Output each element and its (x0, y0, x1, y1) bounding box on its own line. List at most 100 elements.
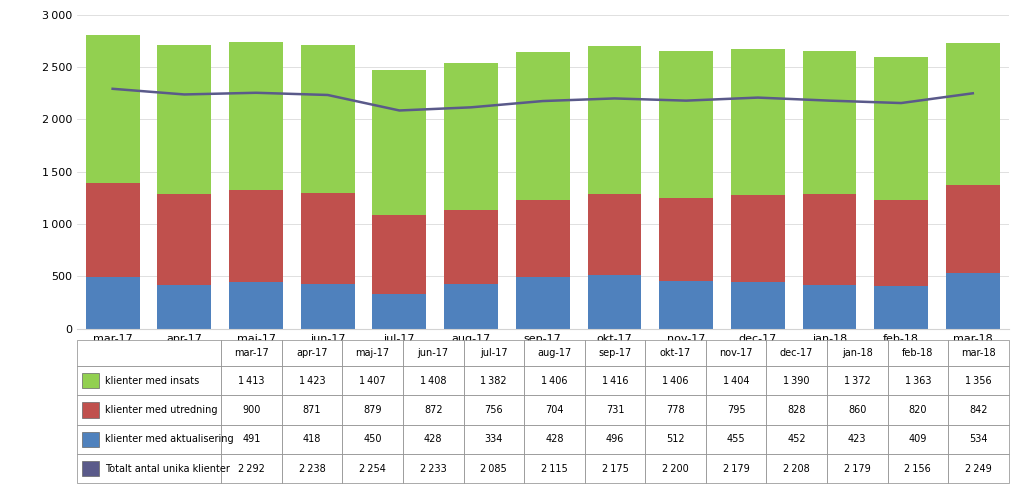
Text: 731: 731 (605, 405, 625, 415)
Bar (229, 42, 283, 190)
Text: 795: 795 (727, 405, 745, 415)
Bar (645, 340, 706, 366)
Bar (282, 395, 342, 425)
Bar (464, 366, 524, 395)
Bar (948, 454, 1009, 483)
Text: 820: 820 (908, 405, 927, 415)
Bar (645, 425, 706, 454)
Text: aug-17: aug-17 (538, 348, 571, 358)
Bar (282, 366, 342, 395)
Bar (373, 70, 426, 215)
Bar (464, 425, 524, 454)
Text: 704: 704 (545, 405, 563, 415)
Bar (342, 454, 403, 483)
Bar (585, 366, 645, 395)
Bar (659, 281, 713, 329)
Text: 2 254: 2 254 (359, 464, 386, 473)
Bar (403, 454, 464, 483)
Bar (464, 395, 524, 425)
Bar (706, 366, 766, 395)
Bar (86, 183, 139, 278)
Text: 2 085: 2 085 (480, 464, 507, 473)
Text: 2 179: 2 179 (844, 464, 870, 473)
Text: 428: 428 (545, 434, 563, 444)
Text: mar-18: mar-18 (962, 348, 995, 358)
Bar (86, 35, 139, 183)
Bar (827, 395, 888, 425)
Bar (888, 425, 948, 454)
Text: Totalt antal unika klienter: Totalt antal unika klienter (104, 464, 229, 473)
Bar (373, 294, 426, 329)
Text: 1 406: 1 406 (663, 376, 689, 386)
Bar (82, 432, 99, 447)
Bar (221, 366, 282, 395)
Bar (524, 395, 585, 425)
Text: sep-17: sep-17 (598, 348, 632, 358)
Bar (588, 275, 641, 329)
Text: 756: 756 (484, 405, 503, 415)
Totalt antal unika klienter (106, 86, 119, 92)
Text: 2 238: 2 238 (299, 464, 326, 473)
Bar (373, 215, 426, 294)
Text: 1 407: 1 407 (359, 376, 386, 386)
Bar (301, 45, 354, 193)
Bar (706, 425, 766, 454)
Bar (706, 454, 766, 483)
Bar (948, 395, 1009, 425)
Bar (77, 425, 221, 454)
Bar (342, 425, 403, 454)
Bar (766, 366, 827, 395)
Bar (585, 340, 645, 366)
Text: 452: 452 (787, 434, 806, 444)
Bar (524, 425, 585, 454)
Totalt antal unika klienter (322, 92, 334, 98)
Text: 872: 872 (424, 405, 442, 415)
Bar (444, 284, 498, 329)
Text: 455: 455 (727, 434, 745, 444)
Bar (282, 454, 342, 483)
Bar (888, 454, 948, 483)
Bar (77, 366, 221, 395)
Totalt antal unika klienter (967, 90, 979, 96)
Text: klienter med aktualisering: klienter med aktualisering (104, 434, 233, 444)
Text: 512: 512 (667, 434, 685, 444)
Text: 2 175: 2 175 (601, 464, 629, 473)
Text: 534: 534 (969, 434, 987, 444)
Text: feb-18: feb-18 (902, 348, 934, 358)
Text: 1 382: 1 382 (480, 376, 507, 386)
Bar (524, 454, 585, 483)
Text: 1 408: 1 408 (420, 376, 446, 386)
Bar (803, 195, 856, 285)
Bar (342, 340, 403, 366)
Bar (766, 454, 827, 483)
Bar (403, 366, 464, 395)
Bar (659, 198, 713, 281)
Totalt antal unika klienter (680, 98, 692, 103)
Text: 860: 860 (848, 405, 866, 415)
Text: klienter med utredning: klienter med utredning (104, 405, 217, 415)
Text: 842: 842 (969, 405, 987, 415)
Totalt antal unika klienter (465, 104, 477, 110)
Bar (282, 425, 342, 454)
Bar (524, 340, 585, 366)
Text: 1 363: 1 363 (904, 376, 931, 386)
Bar (827, 425, 888, 454)
Bar (645, 454, 706, 483)
Bar (874, 58, 928, 200)
Bar (229, 282, 283, 329)
Text: nov-17: nov-17 (719, 348, 753, 358)
Totalt antal unika klienter (895, 100, 907, 106)
Text: 879: 879 (364, 405, 382, 415)
Bar (585, 395, 645, 425)
Bar (766, 395, 827, 425)
Bar (659, 51, 713, 198)
Bar (403, 340, 464, 366)
Text: klienter med insats: klienter med insats (104, 376, 199, 386)
Bar (524, 366, 585, 395)
Text: 1 356: 1 356 (965, 376, 991, 386)
Bar (221, 395, 282, 425)
Text: maj-17: maj-17 (355, 348, 390, 358)
Text: dec-17: dec-17 (780, 348, 813, 358)
Bar (706, 340, 766, 366)
Bar (585, 454, 645, 483)
